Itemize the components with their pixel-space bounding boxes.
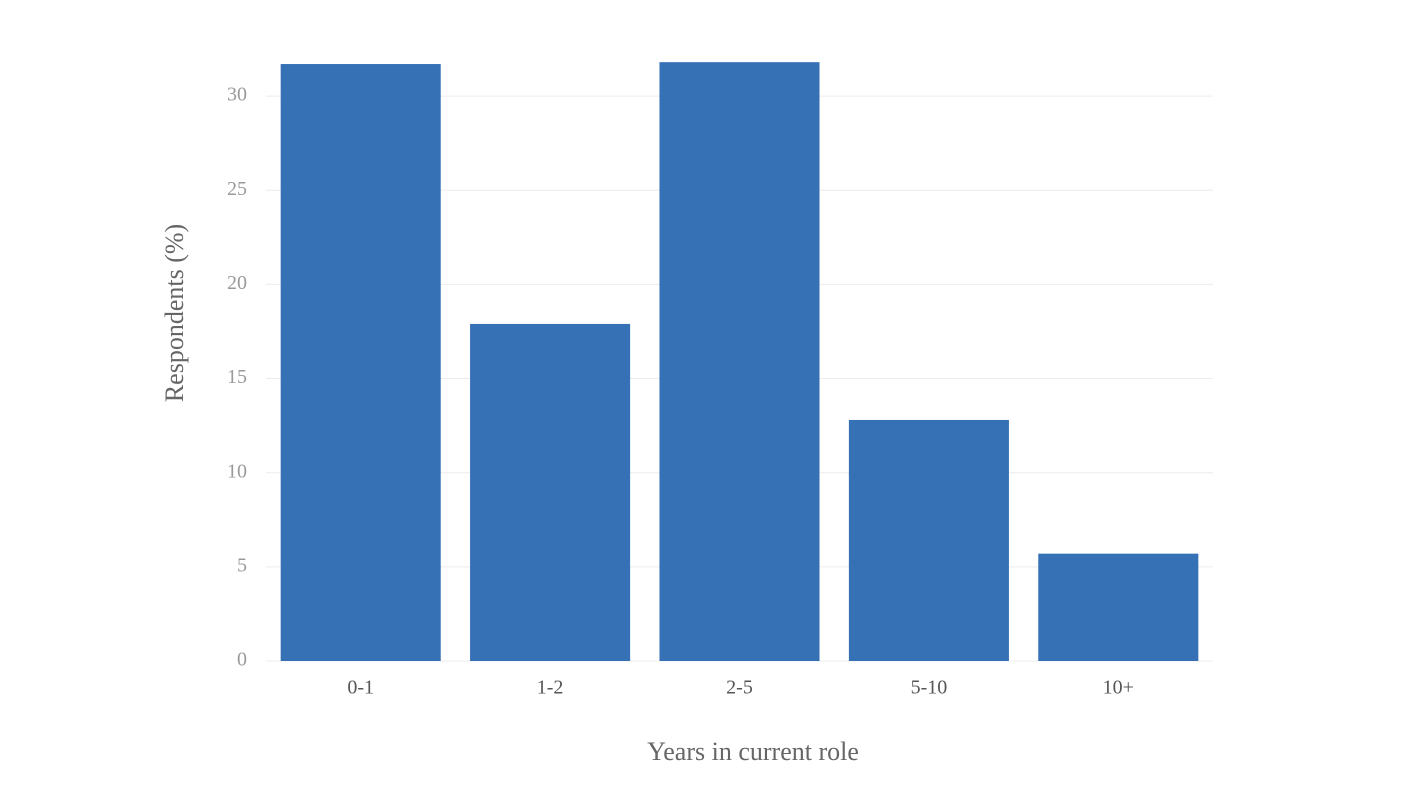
bar [280, 64, 441, 661]
x-tick-label: 1-2 [537, 677, 564, 699]
bar [470, 323, 631, 661]
y-axis-title: Respondents (%) [160, 224, 189, 402]
y-tick-label: 5 [237, 554, 247, 576]
x-tick-label: 2-5 [726, 677, 753, 699]
bar [848, 419, 1009, 661]
x-tick-label: 10+ [1103, 677, 1134, 699]
x-axis-title: Years in current role [647, 737, 859, 766]
y-tick-label: 0 [237, 649, 247, 671]
y-tick-label: 25 [227, 178, 247, 200]
x-tick-label: 5-10 [911, 677, 948, 699]
y-tick-label: 15 [227, 366, 247, 388]
y-tick-label: 30 [227, 84, 247, 106]
bar [659, 62, 820, 661]
y-tick-label: 20 [227, 272, 247, 294]
y-tick-label: 10 [227, 460, 247, 482]
x-tick-label: 0-1 [347, 677, 374, 699]
bar [1038, 553, 1199, 661]
